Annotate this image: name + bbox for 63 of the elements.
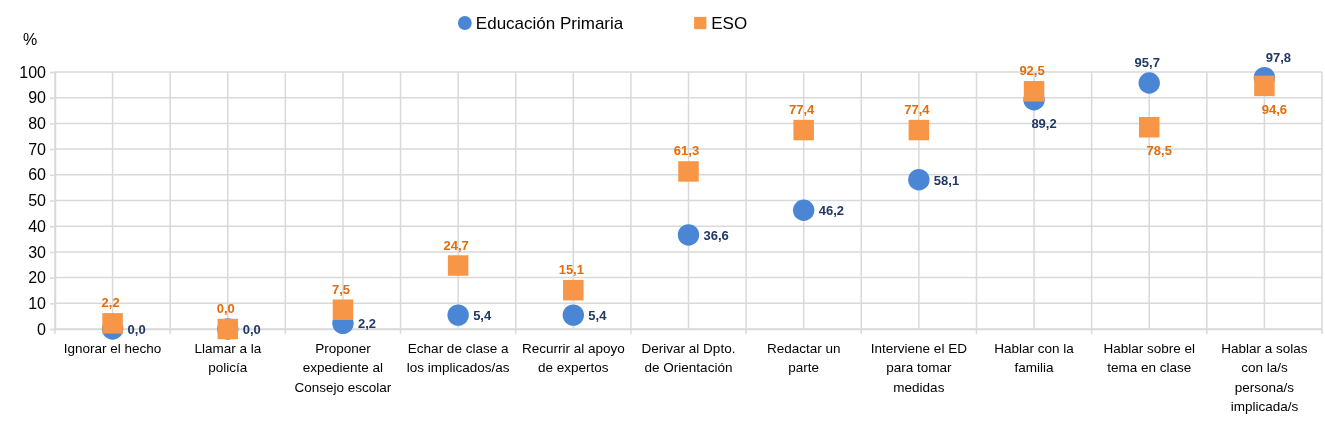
data-label: 94,6	[1261, 101, 1288, 117]
point	[678, 161, 699, 182]
data-label: 46,2	[818, 203, 844, 219]
point	[792, 199, 815, 221]
x-tick-label: Proponer expediente al Consejo escolar	[294, 340, 392, 395]
y-tick-label: 30	[28, 243, 47, 261]
point	[793, 119, 814, 141]
x-tick-label: Interviene el ED para tomar medidas	[870, 340, 968, 395]
y-tick-label: 70	[28, 140, 47, 158]
y-tick-label: 100	[19, 63, 47, 81]
point	[908, 119, 930, 141]
y-tick-label: 60	[28, 166, 47, 184]
point	[1138, 72, 1160, 94]
data-label: 77,4	[904, 102, 931, 118]
y-axis-title: %	[22, 31, 38, 48]
data-label: 7,5	[331, 281, 350, 297]
point	[447, 255, 469, 276]
data-label: 89,2	[1031, 115, 1057, 131]
data-label: 2,2	[357, 316, 377, 332]
x-tick-label: Hablar con la familia	[994, 340, 1075, 376]
x-tick-label: Derivar al Dpto. de Orientación	[641, 340, 736, 376]
y-tick-label: 20	[28, 269, 47, 287]
legend-label: ESO	[711, 14, 748, 33]
data-label: 61,3	[673, 143, 700, 159]
x-tick-label: Ignorar el hecho	[63, 340, 162, 356]
data-label: 15,1	[558, 262, 584, 278]
point	[1023, 81, 1045, 102]
x-tick-label: Hablar a solas con la/s persona/s implicada/s	[1221, 340, 1308, 415]
point	[447, 304, 469, 326]
y-tick-label: 80	[28, 115, 47, 133]
data-label: 78,5	[1146, 143, 1172, 159]
data-label: 92,5	[1019, 63, 1045, 79]
x-tick-label: Recurrir al apoyo de expertos	[521, 340, 625, 376]
y-tick-label: 0	[37, 320, 47, 338]
data-label: 97,8	[1265, 49, 1292, 65]
data-label: 5,4	[473, 308, 492, 324]
x-tick-label: Llamar a la policía	[194, 340, 262, 376]
y-tick-label: 10	[28, 294, 47, 312]
data-label: 0,0	[216, 301, 235, 316]
y-tick-label: 50	[28, 192, 47, 210]
point	[102, 313, 123, 334]
data-label: 2,2	[101, 295, 120, 311]
point	[562, 304, 585, 326]
y-tick-label: 90	[28, 89, 47, 107]
point	[563, 279, 584, 301]
point	[677, 224, 700, 246]
point	[1254, 75, 1275, 97]
data-label: 95,7	[1134, 55, 1160, 71]
data-label: 0,0	[127, 322, 146, 337]
point	[908, 169, 930, 191]
data-label: 77,4	[789, 102, 816, 118]
y-tick-label: 40	[28, 217, 47, 235]
data-label: 5,4	[588, 308, 608, 324]
data-label: 36,6	[703, 227, 729, 243]
legend-label: Educación Primaria	[475, 14, 624, 33]
x-tick-label: Echar de clase a los implicados/as	[406, 340, 510, 376]
point	[332, 299, 354, 320]
point	[1138, 117, 1160, 138]
data-label: 58,1	[933, 172, 960, 188]
data-label: 0,0	[242, 322, 261, 337]
x-tick-label: Redactar un parte	[766, 340, 841, 376]
x-tick-label: Hablar sobre el tema en clase	[1103, 340, 1195, 376]
data-label: 24,7	[443, 237, 469, 253]
